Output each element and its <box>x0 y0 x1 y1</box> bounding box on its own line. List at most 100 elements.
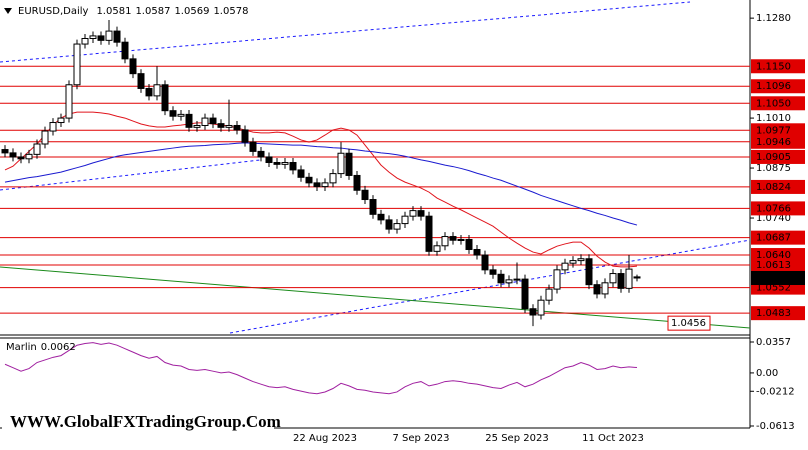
candle-body <box>193 124 201 128</box>
level-label: 1.1150 <box>756 61 791 72</box>
x-tick-label: 11 Oct 2023 <box>582 433 644 444</box>
candle-body <box>81 37 89 45</box>
candle-body <box>177 113 185 117</box>
trend-line <box>0 266 751 329</box>
candle-body <box>97 35 105 41</box>
y-tick-label: 0.0357 <box>756 337 791 348</box>
trendline-label: 1.0456 <box>671 318 706 329</box>
candle-body <box>401 215 409 225</box>
candle-body <box>89 35 97 39</box>
candle-body <box>545 288 553 301</box>
candle-body <box>289 162 297 171</box>
candle-body <box>497 273 505 284</box>
candle-body <box>137 73 145 89</box>
candle-body <box>265 156 273 164</box>
candle-body <box>121 41 129 60</box>
channel-line <box>0 1 691 63</box>
current-price-box <box>751 270 805 285</box>
level-label: 1.0640 <box>756 250 791 261</box>
level-label-box <box>751 149 805 164</box>
candle-body <box>417 210 425 217</box>
candle-body <box>601 282 609 295</box>
candle-body <box>513 278 521 281</box>
candle-body <box>1 149 9 154</box>
level-label: 1.0613 <box>756 260 791 271</box>
candle-body <box>297 169 305 178</box>
candle-body <box>105 30 113 41</box>
candle-body <box>449 236 457 241</box>
x-tick-label: 25 Sep 2023 <box>485 433 548 444</box>
candle-body <box>329 173 337 184</box>
level-label: 1.0766 <box>756 203 791 214</box>
candle-body <box>385 219 393 230</box>
candle-body <box>73 43 81 86</box>
candle-body <box>425 215 433 252</box>
candle-body <box>505 279 513 284</box>
level-label-box <box>751 201 805 216</box>
candle-body <box>529 308 537 316</box>
candle-body <box>217 123 225 128</box>
candle-body <box>241 129 249 143</box>
current-price: 1.0578 <box>756 273 791 284</box>
y-tick-label: 1.1280 <box>756 13 791 24</box>
candle-body <box>233 124 241 131</box>
candle-body <box>17 156 25 160</box>
candle-body <box>625 268 633 289</box>
candle-body <box>553 269 561 290</box>
candle-body <box>257 150 265 158</box>
candle-body <box>441 236 449 247</box>
candle-body <box>377 213 385 221</box>
menu-arrow[interactable] <box>4 8 12 14</box>
candle-body <box>489 269 497 275</box>
level-label: 1.1050 <box>756 98 791 109</box>
candle-body <box>305 176 313 184</box>
candle-body <box>185 113 193 128</box>
level-label: 1.0552 <box>756 283 791 294</box>
level-label: 1.0824 <box>756 182 791 193</box>
moving-average <box>4 111 638 268</box>
candle-body <box>473 248 481 256</box>
level-label-box <box>751 134 805 149</box>
low: 1.0569 <box>174 6 209 17</box>
candle-body <box>161 84 169 112</box>
open: 1.0581 <box>96 6 131 17</box>
level-label-box <box>751 230 805 245</box>
candle-body <box>201 117 209 126</box>
moving-average <box>4 142 638 226</box>
level-label: 1.0483 <box>756 308 791 319</box>
candle-body <box>465 238 473 250</box>
candle-body <box>433 245 441 252</box>
candle-body <box>577 258 585 262</box>
watermark: WWW.GlobalFXTradingGroup.Com <box>10 412 281 431</box>
candle-body <box>353 174 361 191</box>
candle-body <box>569 260 577 264</box>
candle-body <box>593 284 601 295</box>
channel-line <box>0 159 261 191</box>
candle-body <box>609 273 617 284</box>
trendline-label-box <box>667 315 711 331</box>
oscillator-line <box>4 342 638 395</box>
level-label-box <box>751 306 805 321</box>
level-label-box <box>751 179 805 194</box>
indicator-name: Marlin <box>6 342 37 353</box>
indicator-header: Marlin 0.0062 <box>6 342 76 353</box>
candle-body <box>57 117 65 124</box>
candle-body <box>153 84 161 97</box>
candle-body <box>537 299 545 316</box>
watermark-box <box>2 404 274 440</box>
candle-body <box>369 199 377 215</box>
candle-body <box>337 152 345 175</box>
level-label: 1.1096 <box>756 81 791 92</box>
candle-body <box>273 162 281 165</box>
candle-body <box>409 210 417 217</box>
candle-body <box>49 122 57 132</box>
close: 1.0578 <box>213 6 248 17</box>
candle-body <box>585 258 593 286</box>
candle-body <box>225 124 233 128</box>
candle-body <box>345 152 353 176</box>
y-tick-label: 1.0740 <box>756 213 791 224</box>
x-tick-label: 7 Sep 2023 <box>392 433 449 444</box>
high: 1.0587 <box>135 6 170 17</box>
y-tick-label: 0.00 <box>756 368 778 379</box>
